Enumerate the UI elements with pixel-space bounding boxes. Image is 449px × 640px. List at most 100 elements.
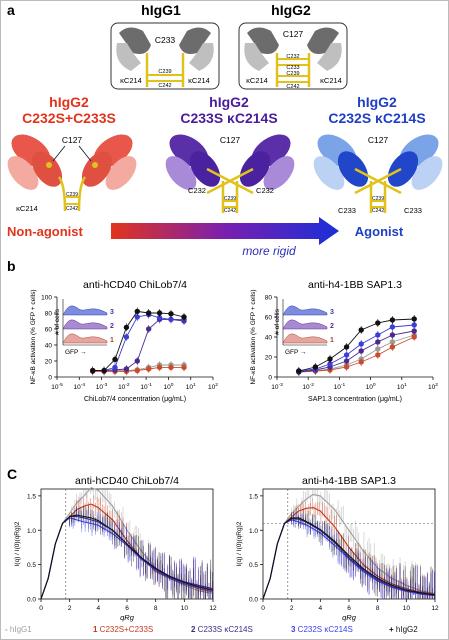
title-higg2: hIgG2 bbox=[271, 2, 311, 18]
data-point-c232c233 bbox=[343, 364, 350, 370]
inset-y-label: # of cells bbox=[54, 308, 61, 334]
inset-y-label: # of cells bbox=[274, 308, 281, 334]
data-point-c232c233 bbox=[134, 367, 140, 374]
x-tick-label: 10-3 bbox=[271, 382, 283, 391]
inset-histogram bbox=[62, 333, 108, 344]
y-axis-label: NF-κB activation (% GFP + cells) bbox=[30, 289, 37, 384]
data-point-igg2 bbox=[312, 364, 319, 370]
variant2-title-line1: hIgG2 bbox=[209, 94, 249, 110]
data-point-igg2 bbox=[112, 356, 118, 363]
y-tick-label: 0.0 bbox=[27, 597, 36, 604]
data-point-c232c233 bbox=[389, 344, 396, 350]
variant3-c127: C127 bbox=[368, 135, 389, 145]
legend-item-igg1: - hIgG1 bbox=[5, 625, 32, 634]
data-point-igg2 bbox=[181, 314, 187, 320]
variant2-c242: C242 bbox=[224, 208, 236, 214]
data-point-igg2 bbox=[411, 316, 417, 322]
variant3-c239: C239 bbox=[372, 196, 384, 202]
x-tick-label: 102 bbox=[208, 382, 218, 391]
x-tick-label: 0 bbox=[39, 605, 43, 612]
legend-item-c233k214: 2 C233S κC214S bbox=[191, 625, 253, 634]
inset-histogram bbox=[282, 333, 328, 344]
data-point-c233k214 bbox=[134, 358, 140, 364]
gfp-inset: 3 2 1 # of cells GFP → bbox=[274, 299, 334, 356]
data-point-igg1 bbox=[389, 339, 396, 345]
x-tick-label: 100 bbox=[163, 382, 173, 391]
data-point-c232k214 bbox=[343, 352, 350, 358]
data-point-c233k214 bbox=[123, 366, 130, 372]
data-point-c232k214 bbox=[134, 314, 140, 320]
igg2-c127-label: C127 bbox=[283, 29, 304, 39]
variant3-title-line2: C232S κC214S bbox=[328, 110, 425, 126]
variant3-schematic: C127 C233 C233 C239 C242 bbox=[313, 134, 443, 215]
data-point-igg2 bbox=[389, 317, 396, 323]
x-tick-label: 10-1 bbox=[140, 382, 152, 391]
igg2-light-right bbox=[317, 43, 342, 71]
panel-b: b anti-hCD40 ChiLob7/410-5 10-4 10-3 10-2 10… bbox=[7, 258, 438, 403]
inset-x-label: GFP → bbox=[285, 349, 307, 356]
legend-item-igg2: + hIgG2 bbox=[389, 625, 418, 634]
variant3-c242: C242 bbox=[372, 208, 384, 214]
inset-tick-label: 3 bbox=[330, 309, 334, 316]
inset-histogram bbox=[282, 319, 328, 330]
series-line-c232k214 bbox=[298, 324, 415, 372]
igg2-c232-label: C232 bbox=[286, 54, 299, 60]
y-axis-label: I(q) / I(0)(qRg)2 bbox=[14, 521, 21, 566]
y-tick-label: 80 bbox=[265, 295, 273, 302]
igg1-k214-left: κC214 bbox=[120, 76, 142, 85]
x-tick-label: 8 bbox=[376, 605, 380, 612]
x-tick-label: 8 bbox=[154, 605, 158, 612]
igg2-heavy-left bbox=[247, 27, 279, 54]
data-point-igg2 bbox=[296, 368, 302, 374]
y-tick-label: 60 bbox=[45, 327, 53, 334]
x-tick-label: 10-4 bbox=[74, 382, 86, 391]
y-tick-label: 0.5 bbox=[27, 562, 36, 569]
x-tick-label: 10-2 bbox=[118, 382, 130, 391]
y-tick-label: 100 bbox=[41, 295, 52, 302]
y-tick-label: 1.5 bbox=[27, 493, 36, 500]
data-point-igg2 bbox=[123, 324, 130, 331]
y-tick-label: 1.0 bbox=[249, 528, 258, 535]
data-point-c232k214 bbox=[156, 315, 163, 321]
data-point-igg2 bbox=[145, 310, 152, 316]
igg1-schematic: C233 κC214 κC214 C239 C242 bbox=[110, 22, 220, 90]
data-point-igg2 bbox=[134, 308, 140, 315]
igg2-c239-label: C239 bbox=[286, 71, 299, 77]
data-point-igg2 bbox=[168, 311, 174, 317]
y-tick-label: 40 bbox=[265, 335, 273, 342]
igg1-k214-right: κC214 bbox=[188, 76, 210, 85]
x-axis-label: ChiLob7/4 concentration (μg/mL) bbox=[84, 396, 186, 403]
variant1-c127: C127 bbox=[62, 135, 83, 145]
chiLob-activation-chart: anti-hCD40 ChiLob7/4 10-5 10-4 10-3 10-2 10-1… bbox=[30, 279, 218, 403]
inset-histogram bbox=[282, 305, 328, 316]
data-point-c232c233 bbox=[358, 359, 364, 365]
panel-c: C anti-hCD40 ChiLob7/4 0 2 4 6 8 10 12 0.0 0.5 1.0… bbox=[5, 466, 439, 634]
chart-title: anti-hCD40 ChiLob7/4 bbox=[83, 279, 187, 291]
inset-tick-label: 2 bbox=[110, 323, 114, 330]
data-point-c232k214 bbox=[327, 361, 333, 367]
x-tick-label: 101 bbox=[186, 382, 196, 391]
data-point-igg2 bbox=[90, 367, 96, 374]
x-tick-label: 10 bbox=[181, 605, 189, 612]
data-point-igg1 bbox=[375, 346, 381, 352]
inset-histogram bbox=[62, 319, 108, 330]
panel-a: a hIgG1 hIgG2 C233 κC214 κC214 C239 C242 bbox=[7, 2, 443, 258]
y-tick-label: 80 bbox=[45, 311, 53, 318]
x-tick-label: 102 bbox=[428, 382, 438, 391]
sap13-activation-chart: anti-h4-1BB SAP1.310-3 10-2 10-1 100 101 1020… bbox=[250, 279, 438, 403]
y-tick-label: 0.5 bbox=[249, 562, 258, 569]
x-axis-label: qRg bbox=[120, 613, 135, 622]
y-axis-label: I(q) / I(0)(qRg)2 bbox=[236, 521, 243, 566]
y-tick-label: 40 bbox=[45, 343, 53, 350]
igg2-k214-right: κC214 bbox=[320, 76, 342, 85]
data-point-c232c233 bbox=[145, 366, 152, 372]
variant1-c242: C242 bbox=[66, 206, 78, 212]
data-point-c232c233 bbox=[411, 334, 417, 340]
data-point-igg2 bbox=[156, 310, 163, 316]
x-tick-label: 101 bbox=[397, 382, 407, 391]
x-tick-label: 4 bbox=[97, 605, 101, 612]
igg1-heavy-right bbox=[179, 27, 211, 54]
x-tick-label: 10-2 bbox=[302, 382, 314, 391]
